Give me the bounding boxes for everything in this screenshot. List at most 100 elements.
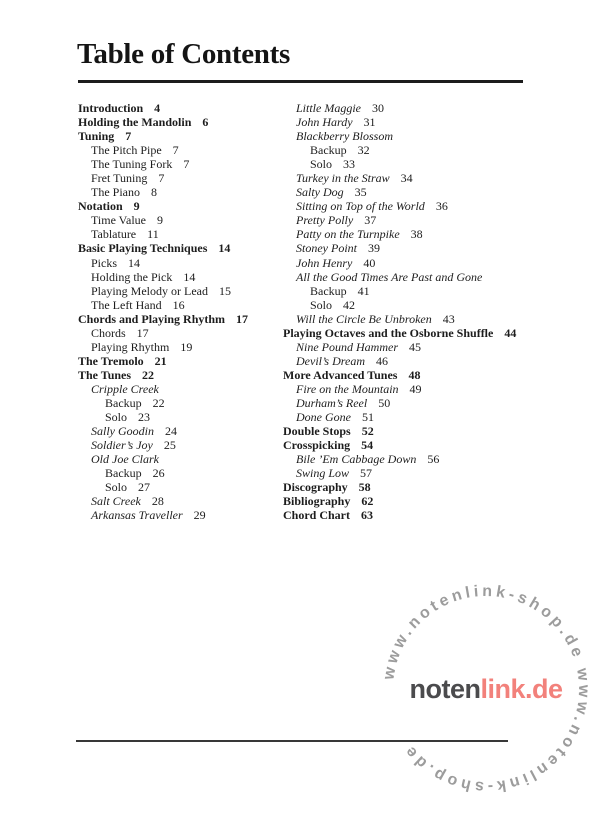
toc-entry: Swing Low 57 (283, 466, 516, 480)
toc-entry: Fret Tuning 7 (78, 171, 248, 185)
toc-column-right: Little Maggie 30 John Hardy 31 Blackberry Bl… (283, 101, 516, 522)
toc-entry: Turkey in the Straw 34 (283, 171, 516, 185)
toc-entry-label: Durham’s Reel (296, 395, 368, 410)
toc-entry-page: 22 (152, 395, 165, 410)
toc-entry: Will the Circle Be Unbroken 43 (283, 312, 516, 326)
toc-entry: Solo 42 (283, 298, 516, 312)
toc-entry: Crosspicking 54 (283, 438, 516, 452)
toc-entry-label: Notation (78, 199, 123, 214)
toc-entry-page: 51 (361, 410, 374, 425)
toc-entry-page: 32 (357, 143, 370, 158)
toc-entry: Chords 17 (78, 326, 248, 340)
notenlink-logo-dark: noten (409, 673, 481, 704)
toc-entry: Introduction 4 (78, 101, 248, 115)
toc-entry-page: 36 (435, 199, 448, 214)
toc-entry: Salty Dog 35 (283, 185, 516, 199)
toc-entry-label: Chords (91, 325, 126, 340)
toc-entry-page: 37 (364, 213, 377, 228)
toc-entry-page: 14 (183, 269, 196, 284)
toc-entry-label: Chords and Playing Rhythm (78, 311, 226, 326)
toc-entry: Nine Pound Hammer 45 (283, 340, 516, 354)
toc-entry-label: Playing Rhythm (91, 339, 170, 354)
toc-entry-label: Stoney Point (296, 241, 357, 256)
toc-entry-label: The Tremolo (78, 353, 144, 368)
toc-entry: The Tuning Fork 7 (78, 157, 248, 171)
toc-entry-page: 9 (133, 199, 140, 214)
toc-entry-label: Fret Tuning (91, 171, 148, 186)
toc-entry-page: 43 (442, 311, 455, 326)
toc-entry: Solo 27 (78, 480, 248, 494)
toc-entry: Soldier’s Joy 25 (78, 438, 248, 452)
toc-entry-label: Devil’s Dream (296, 353, 365, 368)
toc-entry-label: Solo (310, 297, 333, 312)
toc-entry: Playing Rhythm 19 (78, 340, 248, 354)
toc-entry: The Pitch Pipe 7 (78, 143, 248, 157)
toc-entry-page: 7 (158, 171, 165, 186)
toc-entry-page: 41 (357, 283, 370, 298)
toc-entry-label: Basic Playing Techniques (78, 241, 208, 256)
toc-entry-label: More Advanced Tunes (283, 367, 398, 382)
toc-entry-page: 17 (136, 325, 149, 340)
toc-entry: Devil’s Dream 46 (283, 354, 516, 368)
toc-entry-page: 14 (128, 255, 141, 270)
toc-entry-label: Solo (105, 480, 128, 495)
toc-entry: Blackberry Blossom (283, 129, 516, 143)
toc-entry-label: Introduction (78, 101, 144, 115)
toc-entry-page: 49 (409, 381, 422, 396)
toc-entry-page: 7 (125, 129, 132, 144)
toc-entry-page: 30 (372, 101, 384, 115)
toc-entry-label: Fire on the Mountain (296, 381, 399, 396)
toc-entry-page: 22 (142, 367, 155, 382)
toc-entry: Stoney Point 39 (283, 241, 516, 255)
toc-entry: Chords and Playing Rhythm 17 (78, 312, 248, 326)
toc-entry-page: 6 (202, 115, 209, 130)
toc-entry: Patty on the Turnpike 38 (283, 227, 516, 241)
toc-entry: Playing Melody or Lead 15 (78, 284, 248, 298)
toc-entry: Fire on the Mountain 49 (283, 382, 516, 396)
toc-entry-label: Backup (105, 395, 142, 410)
toc-entry-label: Holding the Pick (91, 269, 173, 284)
toc-entry: Salt Creek 28 (78, 494, 248, 508)
toc-entry-label: Bile ’Em Cabbage Down (296, 452, 417, 467)
toc-entry: Solo 23 (78, 410, 248, 424)
toc-entry-page: 58 (358, 480, 371, 495)
toc-entry-page: 44 (504, 325, 517, 340)
toc-entry: Picks 14 (78, 256, 248, 270)
toc-column-left: Introduction 4 Holding the Mandolin 6 Tuning… (78, 101, 248, 522)
svg-text:www.notenlink-shop.de www.note: www.notenlink-shop.de www.notenlink-shop… (380, 583, 592, 795)
toc-entry-label: The Pitch Pipe (91, 143, 162, 158)
toc-entry-label: Blackberry Blossom (296, 129, 393, 144)
toc-entry-page: 4 (154, 101, 161, 115)
toc-entry-page: 48 (408, 367, 421, 382)
toc-entry-label: Turkey in the Straw (296, 171, 390, 186)
toc-entry-label: Salt Creek (91, 494, 141, 509)
toc-entry-page: 17 (236, 311, 249, 326)
toc-entry: Chord Chart 63 (283, 508, 516, 522)
toc-entry-page: 7 (183, 157, 190, 172)
toc-entry: More Advanced Tunes 48 (283, 368, 516, 382)
toc-entry: John Hardy 31 (283, 115, 516, 129)
toc-entry-label: The Piano (91, 185, 140, 200)
toc-entry-label: The Tuning Fork (91, 157, 173, 172)
toc-entry: Holding the Pick 14 (78, 270, 248, 284)
toc-entry-label: Time Value (91, 213, 147, 228)
toc-entry-page: 16 (172, 297, 185, 312)
toc-entry-page: 46 (376, 353, 388, 368)
toc-entry-page: 28 (151, 494, 164, 509)
toc-entry: Holding the Mandolin 6 (78, 115, 248, 129)
toc-entry-label: Arkansas Traveller (91, 508, 183, 523)
toc-entry-page: 25 (163, 438, 176, 453)
toc-entry-label: Playing Melody or Lead (91, 283, 208, 298)
toc-entry: The Piano 8 (78, 185, 248, 199)
toc-entry-page: 50 (378, 395, 391, 410)
toc-entry-page: 9 (157, 213, 164, 228)
toc-entry-page: 34 (400, 171, 413, 186)
toc-entry: Durham’s Reel 50 (283, 396, 516, 410)
toc-entry-label: Patty on the Turnpike (296, 227, 400, 242)
toc-entry-page: 56 (427, 452, 440, 467)
title-rule (78, 80, 523, 83)
toc-entry-page: 14 (218, 241, 231, 256)
notenlink-logo-red: link.de (480, 673, 563, 704)
toc-entry-label: Cripple Creek (91, 381, 159, 396)
toc-entry-label: Holding the Mandolin (78, 115, 192, 130)
